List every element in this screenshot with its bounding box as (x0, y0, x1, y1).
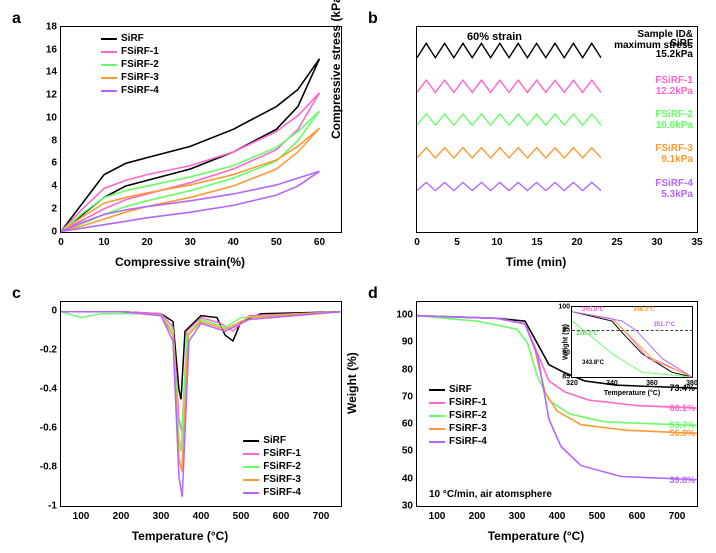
panel-d-inset: Temperature (°C) Weight (%) 320340360380… (571, 306, 693, 378)
inset-xlabel: Temperature (°C) (604, 390, 660, 397)
panel-d: d Weight (%) Temperature (°C) SiRFFSiRF-… (364, 283, 708, 546)
panel-b-ylabel: Compressive stress (kPa) (329, 0, 343, 139)
panel-b: b Compressive stress (kPa) Time (min) 60… (364, 8, 708, 271)
panel-a-label: a (12, 10, 21, 28)
panel-c-xlabel: Temperature (°C) (132, 529, 229, 543)
panel-b-header-left: 60% strain (467, 31, 522, 43)
panel-b-xlabel: Time (min) (506, 255, 566, 269)
panel-a: a Compressive stress (kPa) Compressive s… (8, 8, 352, 271)
figure-grid: a Compressive stress (kPa) Compressive s… (8, 8, 708, 545)
panel-d-plot: SiRFFSiRF-1FSiRF-2FSiRF-3FSiRF-4 10 °C/m… (416, 301, 698, 508)
panel-d-label: d (368, 285, 378, 303)
panel-b-plot: 60% strain Sample ID& maximum stress SiR… (416, 26, 698, 233)
panel-a-xlabel: Compressive strain(%) (115, 255, 245, 269)
panel-b-label: b (368, 10, 378, 28)
panel-d-xlabel: Temperature (°C) (488, 529, 585, 543)
panel-d-legend: SiRFFSiRF-1FSiRF-2FSiRF-3FSiRF-4 (429, 384, 487, 449)
panel-c-legend: SiRFFSiRF-1FSiRF-2FSiRF-3FSiRF-4 (243, 435, 301, 500)
panel-d-note: 10 °C/min, air atomsphere (429, 489, 552, 500)
panel-c-plot: SiRFFSiRF-1FSiRF-2FSiRF-3FSiRF-4 1002003… (60, 301, 342, 508)
panel-a-legend: SiRFFSiRF-1FSiRF-2FSiRF-3FSiRF-4 (101, 33, 159, 98)
panel-c: c Derivative weight(%) Temperature (°C) … (8, 283, 352, 546)
panel-c-label: c (12, 285, 21, 303)
panel-d-ylabel: Weight (%) (345, 352, 359, 414)
panel-a-plot: SiRFFSiRF-1FSiRF-2FSiRF-3FSiRF-4 0102030… (60, 26, 342, 233)
